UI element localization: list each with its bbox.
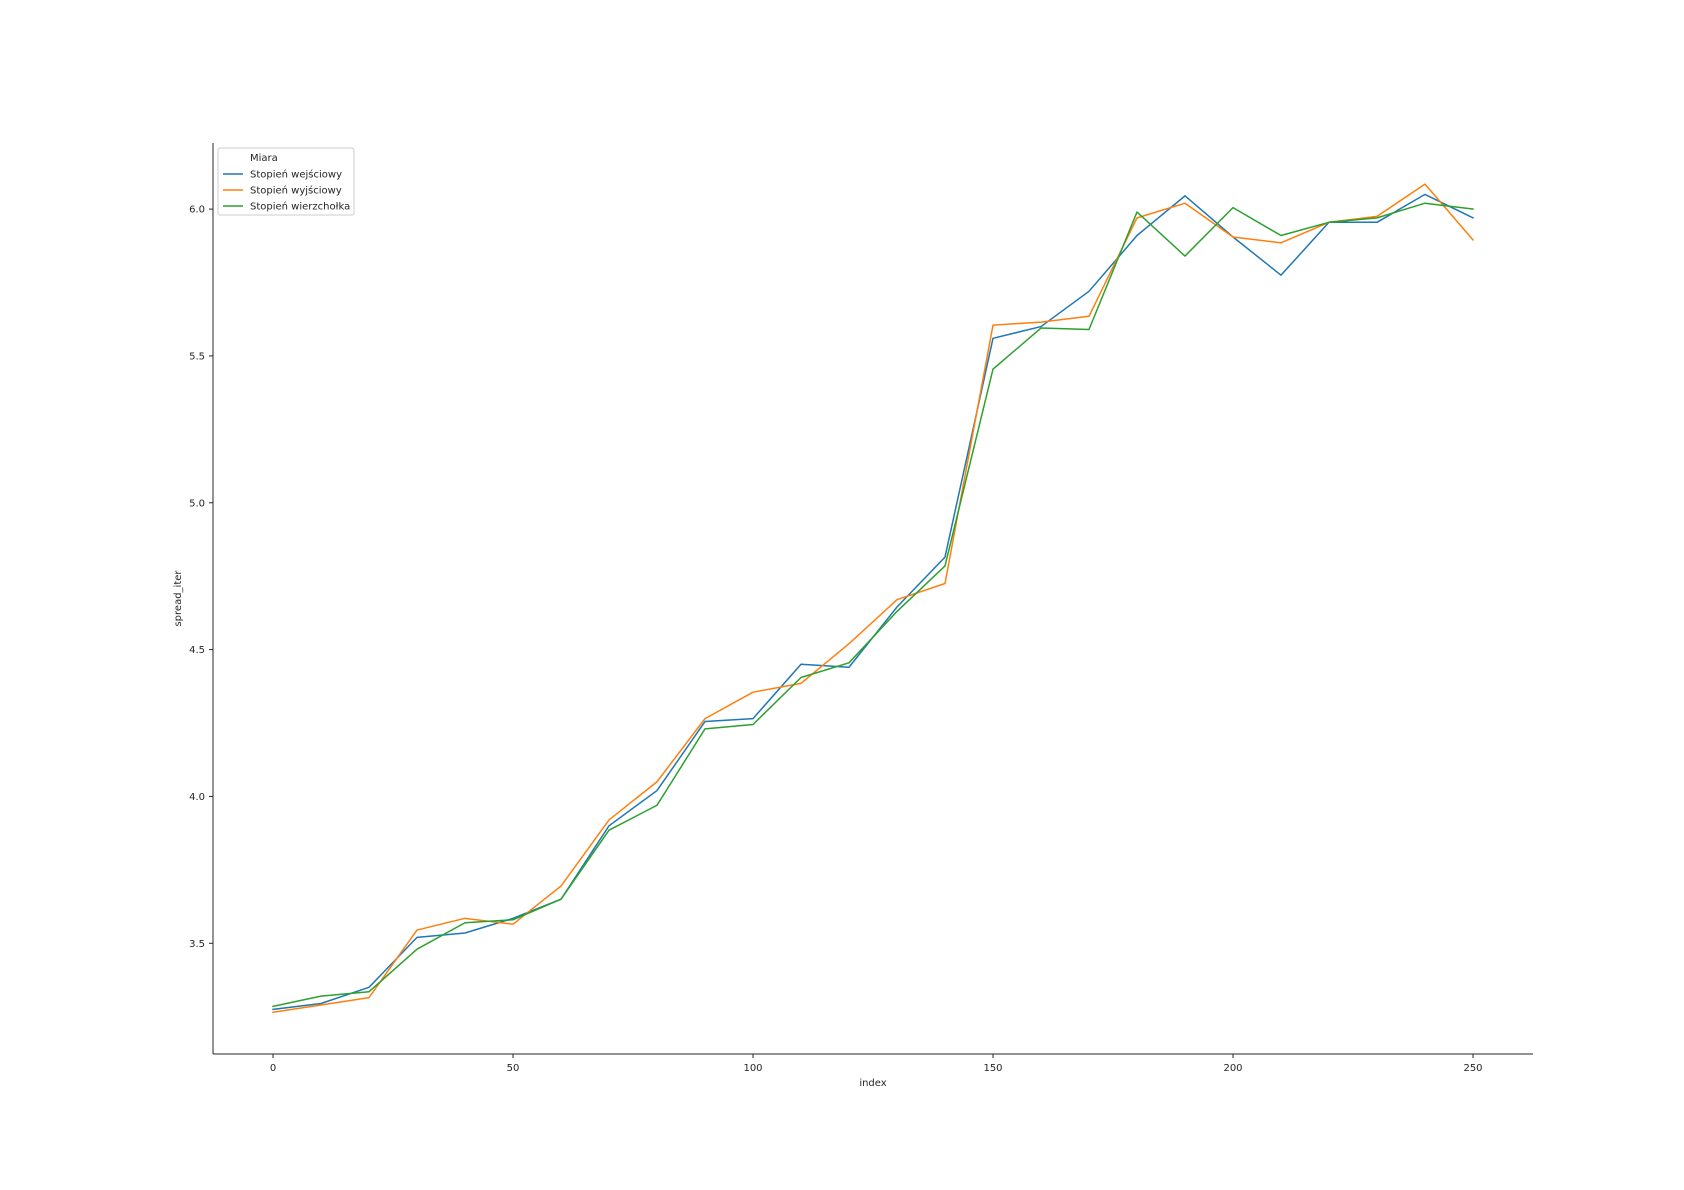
x-axis-title: index (859, 1078, 886, 1089)
legend-title: Miara (250, 153, 278, 164)
legend: Miara Stopień wejściowy Stopień wyjściowy… (218, 148, 354, 215)
legend-label: Stopień wejściowy (250, 169, 342, 181)
y-tick-label: 4.5 (189, 645, 205, 656)
x-tick-label: 200 (1223, 1063, 1242, 1074)
legend-label: Stopień wyjściowy (250, 185, 342, 197)
x-tick-label: 100 (743, 1063, 762, 1074)
y-tick-label: 3.5 (189, 939, 205, 950)
y-tick-label: 6.0 (189, 205, 205, 216)
y-tick-label: 5.0 (189, 498, 205, 509)
x-tick-label: 250 (1463, 1063, 1482, 1074)
x-tick-label: 50 (507, 1063, 520, 1074)
x-tick-label: 150 (983, 1063, 1002, 1074)
y-tick-label: 5.5 (189, 351, 205, 362)
legend-label: Stopień wierzchołka (250, 201, 350, 213)
y-tick-label: 4.0 (189, 792, 205, 803)
y-axis-title: spread_iter (173, 570, 184, 627)
x-tick-label: 0 (270, 1063, 276, 1074)
